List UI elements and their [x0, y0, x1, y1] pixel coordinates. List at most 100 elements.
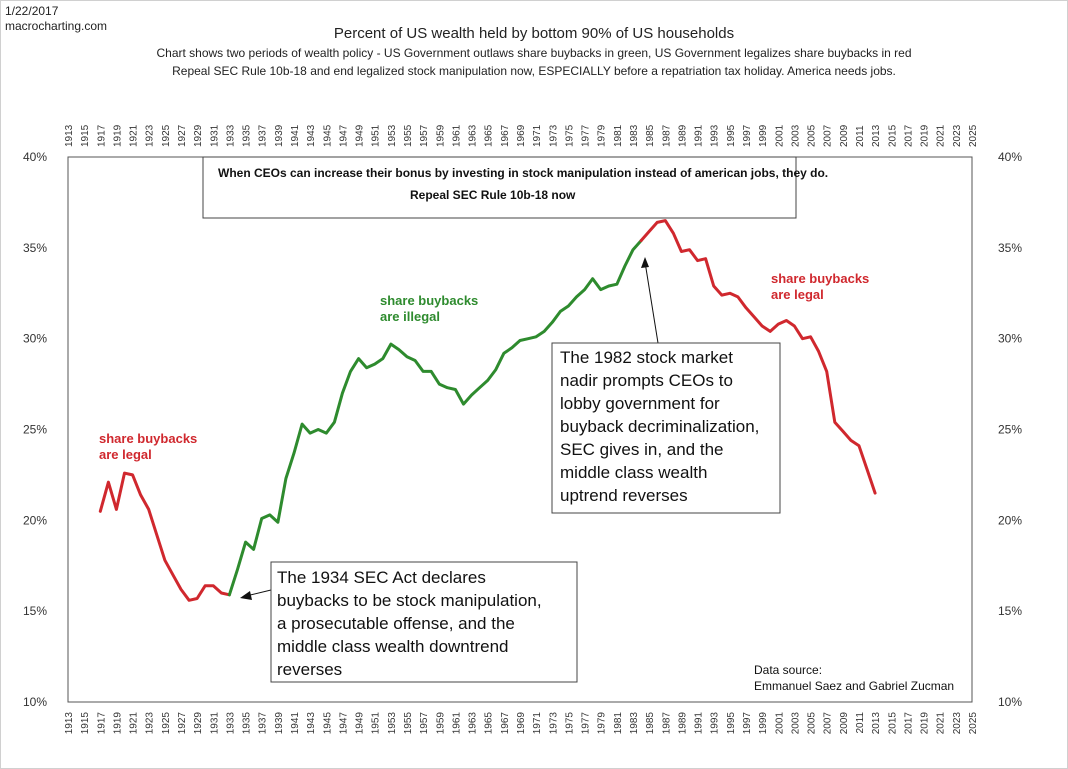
x-tick-label-bottom: 1925 [161, 712, 172, 735]
x-tick-label-bottom: 1937 [258, 712, 269, 735]
illegal-label-2: are illegal [380, 309, 440, 324]
x-tick-label-top: 1967 [500, 124, 511, 147]
x-tick-label-bottom: 1927 [177, 712, 188, 735]
series-line-illegal-1 [227, 239, 643, 597]
x-tick-label-top: 1995 [726, 124, 737, 147]
x-tick-label-top: 1943 [306, 124, 317, 147]
callout-1934-line-3: a prosecutable offense, and the [277, 614, 515, 633]
callout-1982-line-5: SEC gives in, and the [560, 440, 723, 459]
x-tick-label-top: 1931 [209, 124, 220, 147]
x-tick-label-top: 1915 [80, 124, 91, 147]
x-tick-label-bottom: 1973 [548, 712, 559, 735]
x-tick-label-bottom: 1947 [338, 712, 349, 735]
callout-1934-line-4: middle class wealth downtrend [277, 637, 509, 656]
y-tick-label-left: 40% [23, 150, 47, 164]
x-tick-label-top: 1981 [613, 124, 624, 147]
x-tick-label-top: 2005 [807, 124, 818, 147]
callout-1982-line-3: lobby government for [560, 394, 720, 413]
y-tick-label-right: 40% [998, 150, 1022, 164]
y-tick-label-right: 30% [998, 332, 1022, 346]
x-tick-label-top: 2025 [968, 124, 979, 147]
x-tick-label-bottom: 1945 [322, 712, 333, 735]
top-annotation-box [202, 156, 797, 219]
x-tick-label-bottom: 2005 [807, 712, 818, 735]
x-tick-label-top: 1923 [145, 124, 156, 147]
x-tick-label-top: 2023 [952, 124, 963, 147]
x-tick-label-bottom: 1963 [468, 712, 479, 735]
x-tick-label-top: 1939 [274, 124, 285, 147]
series-line-legal-0 [98, 471, 231, 602]
y-tick-label-left: 25% [23, 423, 47, 437]
x-tick-label-bottom: 1981 [613, 712, 624, 735]
callout-1982-line-2: nadir prompts CEOs to [560, 371, 733, 390]
x-tick-label-bottom: 2017 [903, 712, 914, 735]
callout-1982-line-1: The 1982 stock market [560, 348, 733, 367]
x-tick-label-top: 1999 [758, 124, 769, 147]
x-tick-label-top: 1925 [161, 124, 172, 147]
x-tick-label-bottom: 1985 [645, 712, 656, 735]
x-tick-label-top: 1957 [419, 124, 430, 147]
x-tick-label-bottom: 1939 [274, 712, 285, 735]
callout-1934-line-1: The 1934 SEC Act declares [277, 568, 486, 587]
y-tick-label-right: 25% [998, 423, 1022, 437]
x-tick-label-top: 1983 [629, 124, 640, 147]
x-tick-label-top: 1961 [451, 124, 462, 147]
x-tick-label-top: 1937 [258, 124, 269, 147]
y-tick-label-left: 30% [23, 332, 47, 346]
legal-label-left-1: share buybacks [99, 431, 197, 446]
callout-1934-arrowhead [240, 591, 252, 600]
x-tick-label-bottom: 1935 [242, 712, 253, 735]
x-tick-label-bottom: 1919 [112, 712, 123, 735]
x-tick-label-bottom: 1955 [403, 712, 414, 735]
chart-title: Percent of US wealth held by bottom 90% … [333, 25, 735, 42]
callout-1982-line-6: middle class wealth [560, 463, 707, 482]
x-tick-label-top: 1975 [564, 124, 575, 147]
x-tick-label-bottom: 2007 [823, 712, 834, 735]
x-tick-label-top: 2013 [871, 124, 882, 147]
x-tick-label-top: 1989 [677, 124, 688, 147]
x-tick-label-top: 1921 [129, 124, 140, 147]
x-tick-label-bottom: 1983 [629, 712, 640, 735]
legal-label-right-2: are legal [771, 287, 824, 302]
x-tick-label-bottom: 1967 [500, 712, 511, 735]
x-tick-label-top: 1955 [403, 124, 414, 147]
callout-1982-line-4: buyback decriminalization, [560, 417, 759, 436]
x-tick-label-top: 1935 [242, 124, 253, 147]
x-tick-label-top: 2011 [855, 125, 866, 147]
x-tick-label-bottom: 1977 [581, 712, 592, 735]
x-tick-label-bottom: 2023 [952, 712, 963, 735]
x-tick-label-bottom: 1995 [726, 712, 737, 735]
x-tick-label-bottom: 1921 [129, 712, 140, 735]
callout-1982-line-7: uptrend reverses [560, 486, 688, 505]
x-tick-label-top: 1953 [387, 124, 398, 147]
x-tick-label-bottom: 1989 [677, 712, 688, 735]
x-tick-label-top: 2021 [936, 124, 947, 147]
x-tick-label-bottom: 2019 [920, 712, 931, 735]
x-tick-label-bottom: 1957 [419, 712, 430, 735]
series-line-legal-2 [639, 219, 877, 495]
x-tick-label-bottom: 2013 [871, 712, 882, 735]
callout-1982-arrowhead [641, 257, 649, 268]
x-tick-label-top: 2017 [903, 124, 914, 147]
x-tick-label-bottom: 2001 [774, 712, 785, 735]
top-annotation-line-1: When CEOs can increase their bonus by in… [218, 166, 828, 180]
y-tick-label-left: 20% [23, 513, 47, 527]
x-tick-label-bottom: 1987 [661, 712, 672, 735]
y-tick-label-right: 15% [998, 604, 1022, 618]
chart-subtitle-1: Chart shows two periods of wealth policy… [156, 46, 912, 60]
x-tick-label-top: 1917 [96, 124, 107, 147]
x-tick-label-bottom: 1953 [387, 712, 398, 735]
callout-1982-arrow-line [644, 261, 659, 344]
x-tick-label-bottom: 1969 [516, 712, 527, 735]
x-tick-label-bottom: 1949 [355, 712, 366, 735]
x-tick-label-top: 1969 [516, 124, 527, 147]
y-tick-label-right: 35% [998, 241, 1022, 255]
x-tick-label-top: 1951 [371, 124, 382, 147]
x-tick-label-top: 1949 [355, 124, 366, 147]
x-tick-label-top: 1947 [338, 124, 349, 147]
x-tick-label-bottom: 1929 [193, 712, 204, 735]
x-tick-label-bottom: 1959 [435, 712, 446, 735]
x-tick-label-bottom: 1913 [64, 712, 75, 735]
data-source-names: Emmanuel Saez and Gabriel Zucman [754, 679, 954, 693]
y-tick-label-left: 10% [23, 695, 47, 709]
